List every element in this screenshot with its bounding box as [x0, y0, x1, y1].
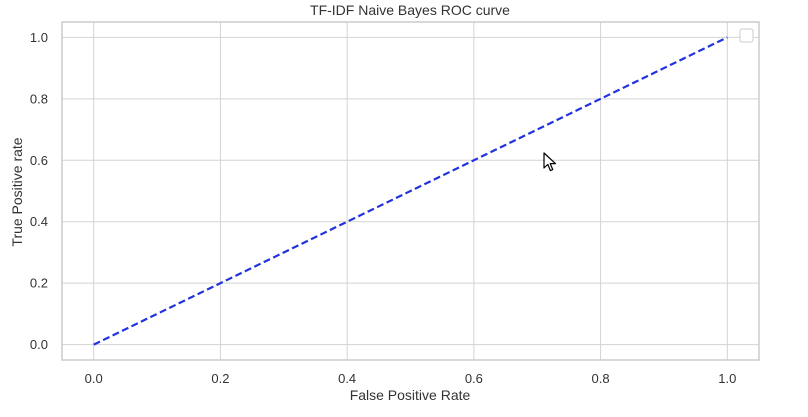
y-tick-label: 0.0 [30, 337, 48, 352]
x-tick-label: 0.6 [465, 371, 483, 386]
y-tick-label: 1.0 [30, 30, 48, 45]
x-tick-label: 0.8 [592, 371, 610, 386]
y-tick-label: 0.2 [30, 276, 48, 291]
chart-title: TF-IDF Naive Bayes ROC curve [310, 2, 510, 18]
x-axis-title: False Positive Rate [350, 387, 471, 403]
x-tick-label: 0.2 [211, 371, 229, 386]
mouse-pointer-icon [543, 152, 557, 177]
series-layer [93, 36, 728, 346]
plot-frame [61, 21, 760, 361]
x-tick-label: 0.4 [338, 371, 356, 386]
x-tick-label: 0.0 [85, 371, 103, 386]
y-axis-title: True Positive rate [9, 137, 25, 246]
y-tick-label: 0.8 [30, 91, 48, 106]
y-tick-label: 0.4 [30, 214, 48, 229]
grid-layer [62, 22, 759, 360]
roc-series-line [93, 36, 728, 346]
x-tick-labels: 0.0 0.2 0.4 0.6 0.8 1.0 [85, 371, 737, 386]
legend-box [739, 28, 754, 43]
y-tick-label: 0.6 [30, 153, 48, 168]
x-tick-label: 1.0 [718, 371, 736, 386]
y-tick-labels: 0.0 0.2 0.4 0.6 0.8 1.0 [30, 30, 48, 352]
